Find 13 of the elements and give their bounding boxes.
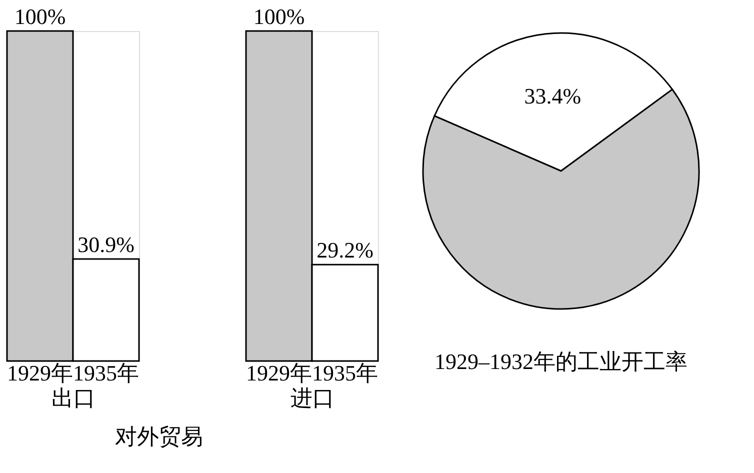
x-axis-title: 出口 <box>52 386 96 410</box>
data-label: 29.2% <box>316 238 374 263</box>
text: 对外贸易 <box>115 424 203 449</box>
data-label: 30.9% <box>78 232 134 258</box>
x-tick-label: 1935年 <box>312 360 378 386</box>
x-tick-label: 1935年 <box>73 360 139 386</box>
text: 1929–1932年的工业开工率 <box>434 349 688 374</box>
data-label: 33.4% <box>524 83 582 108</box>
x-axis-title: 进口 <box>290 386 334 410</box>
data-label: 100% <box>14 4 66 29</box>
x-tick-label: 1929年 <box>246 360 312 386</box>
data-label: 100% <box>253 4 305 29</box>
x-tick-label: 1929年 <box>7 360 73 386</box>
